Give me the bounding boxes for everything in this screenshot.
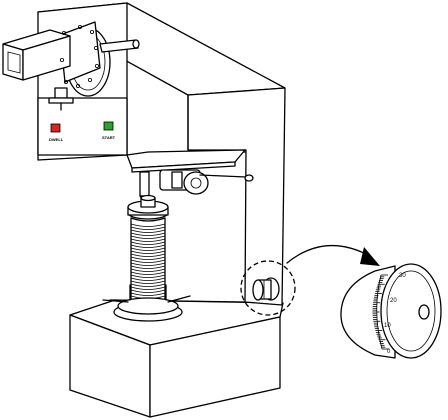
thread-line — [130, 262, 166, 266]
thread-line — [130, 289, 166, 293]
thread-line — [130, 241, 166, 245]
thread-line — [130, 277, 166, 281]
dashed-circle-icon — [240, 260, 296, 316]
screw-threads — [130, 223, 166, 305]
thread-line — [130, 229, 166, 233]
dial-scale-ticks — [372, 274, 389, 350]
thread-line — [130, 265, 166, 269]
turret-assembly — [126, 149, 254, 204]
thread-line — [130, 271, 166, 275]
dial-label-0: 0 — [387, 349, 391, 355]
machine-base — [69, 299, 284, 418]
dial-label-10: 10 — [384, 323, 391, 329]
start-button[interactable] — [103, 121, 114, 131]
thread-line — [130, 274, 166, 278]
flange-bolts — [60, 24, 100, 89]
thread-line — [130, 253, 166, 257]
optical-head — [2, 21, 140, 111]
dwell-label: DWELL — [49, 137, 64, 142]
start-label: START — [102, 135, 116, 140]
thread-line — [130, 235, 166, 239]
control-panel: DWELL START — [37, 97, 128, 156]
thread-line — [130, 280, 166, 284]
dial-label-20: 20 — [390, 298, 397, 304]
thread-line — [130, 223, 166, 227]
thread-line — [130, 250, 166, 254]
elevating-screw — [127, 194, 169, 310]
thread-line — [130, 268, 166, 272]
thread-line — [130, 292, 166, 296]
thread-line — [130, 259, 166, 263]
thread-line — [130, 244, 166, 248]
thread-line — [130, 256, 166, 260]
thread-line — [130, 238, 166, 242]
focus-knob — [252, 277, 280, 301]
thread-line — [130, 286, 166, 290]
curved-arrow-icon — [286, 244, 380, 266]
thread-line — [130, 232, 166, 236]
handwheel — [102, 284, 191, 322]
thread-line — [130, 226, 166, 230]
enlarged-dial: 30 20 10 0 — [340, 263, 442, 359]
dial-label-30: 30 — [399, 273, 406, 279]
thread-line — [130, 283, 166, 287]
thread-line — [130, 247, 166, 251]
dwell-button[interactable] — [50, 123, 61, 133]
